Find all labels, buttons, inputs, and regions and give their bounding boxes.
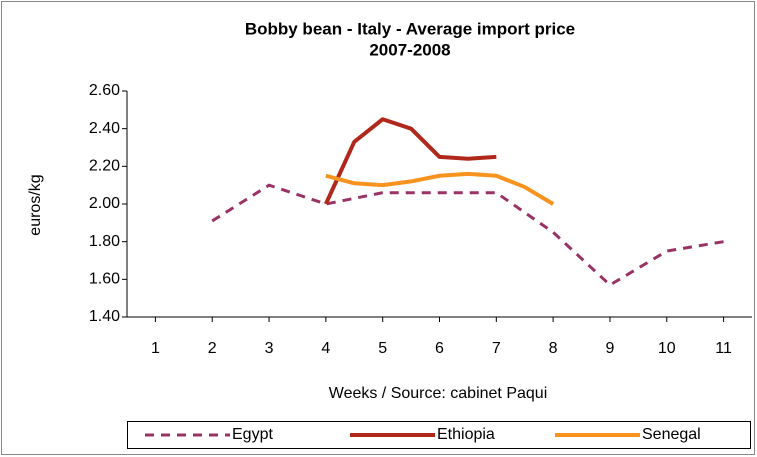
x-tick-label: 5 xyxy=(378,340,387,357)
x-tick-label: 8 xyxy=(549,340,558,357)
legend-box xyxy=(127,421,751,449)
x-tick-label: 6 xyxy=(435,340,444,357)
y-tick-label: 2.00 xyxy=(89,195,120,212)
legend-label: Ethiopia xyxy=(437,426,495,443)
y-tick-label: 1.40 xyxy=(89,308,120,325)
y-axis-label: euros/kg xyxy=(27,174,44,235)
y-tick-label: 1.60 xyxy=(89,271,120,288)
x-tick-label: 10 xyxy=(658,340,676,357)
x-tick-label: 2 xyxy=(208,340,217,357)
series-line xyxy=(211,183,724,287)
x-tick-label: 7 xyxy=(492,340,501,357)
chart-subtitle: 2007-2008 xyxy=(369,40,450,59)
x-tick-label: 3 xyxy=(265,340,274,357)
x-tick-label: 1 xyxy=(151,340,160,357)
y-tick-label: 2.60 xyxy=(89,82,120,99)
legend-label: Egypt xyxy=(232,426,273,443)
y-tick-label: 1.80 xyxy=(89,233,120,250)
x-tick-label: 11 xyxy=(715,340,732,357)
chart-title: Bobby bean - Italy - Average import pric… xyxy=(245,19,575,38)
y-tick-label: 2.40 xyxy=(89,120,120,137)
x-tick-label: 9 xyxy=(606,340,615,357)
x-tick-label: 4 xyxy=(321,340,330,357)
y-tick-label: 2.20 xyxy=(89,158,120,175)
series-line xyxy=(325,171,555,206)
series-line xyxy=(324,117,497,205)
legend-label: Senegal xyxy=(642,426,701,443)
x-axis-label: Weeks / Source: cabinet Paqui xyxy=(329,385,548,402)
